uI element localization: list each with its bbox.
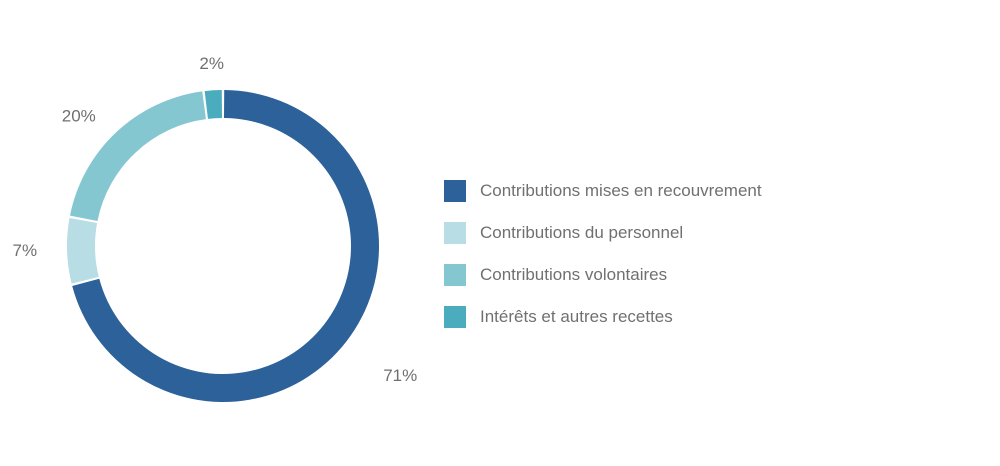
donut-slice-interest-and-other-income — [204, 90, 222, 119]
legend: Contributions mises en recouvrement Cont… — [444, 170, 762, 338]
legend-swatch — [444, 222, 466, 244]
donut-labels: 71% 7% 20% 2% — [13, 54, 418, 385]
legend-label: Contributions volontaires — [480, 265, 668, 284]
donut-slice-voluntary-contributions — [69, 91, 206, 222]
donut-slice-staff-contributions — [67, 217, 99, 284]
legend-swatch — [444, 264, 466, 286]
legend-label: Intérêts et autres recettes — [480, 307, 673, 326]
data-label-assessed-contributions: 71% — [383, 366, 417, 385]
legend-swatch — [444, 180, 466, 202]
legend-swatch — [444, 306, 466, 328]
legend-label: Contributions du personnel — [480, 223, 684, 242]
legend-item-assessed-contributions: Contributions mises en recouvrement — [444, 170, 762, 212]
legend-item-staff-contributions: Contributions du personnel — [444, 212, 762, 254]
legend-item-voluntary-contributions: Contributions volontaires — [444, 254, 762, 296]
donut-slices — [67, 90, 379, 403]
legend-item-interest-and-other-income: Intérêts et autres recettes — [444, 296, 762, 338]
legend-label: Contributions mises en recouvrement — [480, 181, 762, 200]
data-label-voluntary-contributions: 20% — [62, 106, 96, 125]
data-label-staff-contributions: 7% — [13, 241, 38, 260]
data-label-interest-and-other-income: 2% — [199, 54, 224, 73]
